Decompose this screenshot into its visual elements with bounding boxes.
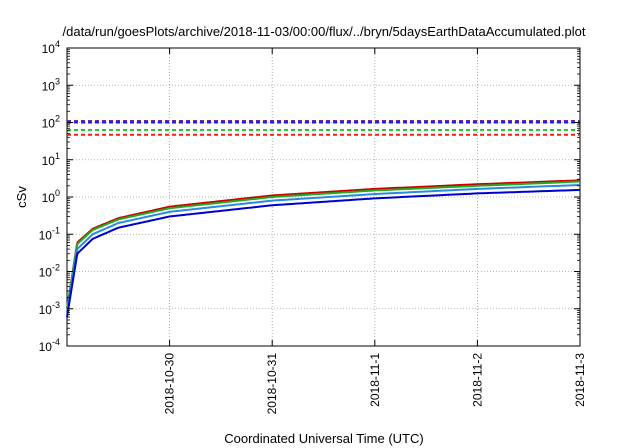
y-axis-label: cSv (14, 186, 29, 208)
series-line (66, 188, 581, 318)
series-line (66, 184, 581, 313)
series-line (66, 180, 581, 309)
series-lines (66, 179, 581, 318)
y-tick-label: 102 (42, 114, 60, 131)
y-tick-label: 100 (42, 188, 60, 205)
x-axis-label: Coordinated Universal Time (UTC) (224, 431, 423, 446)
threshold-lines (67, 119, 580, 136)
x-tick-label: 2018-10-31 (265, 353, 279, 415)
y-tick-label: 101 (42, 151, 60, 168)
y-tick-label: 103 (42, 76, 60, 93)
y-tick-label: 10-4 (39, 337, 60, 354)
x-tick-label: 2018-11-2 (470, 353, 484, 407)
y-axis-ticks: 104 103 102 101 100 10-1 10-2 10-3 10-4 (39, 39, 580, 354)
y-tick-label: 104 (42, 39, 60, 56)
x-axis-ticks: 2018-10-30 2018-10-31 2018-11-1 2018-11-2 20… (163, 48, 587, 414)
y-tick-label: 10-3 (39, 300, 60, 317)
y-tick-label: 10-1 (39, 225, 60, 242)
y-tick-label: 10-2 (39, 263, 60, 280)
series-line (66, 179, 581, 309)
x-tick-label: 2018-11-3 (573, 353, 587, 407)
x-tick-label: 2018-10-30 (163, 353, 177, 415)
x-tick-label: 2018-11-1 (368, 353, 382, 407)
chart-title: /data/run/goesPlots/archive/2018-11-03/0… (63, 24, 586, 39)
